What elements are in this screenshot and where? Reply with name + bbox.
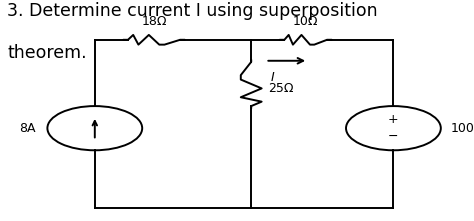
Text: 10Ω: 10Ω bbox=[293, 15, 319, 28]
Text: I: I bbox=[270, 71, 274, 84]
Text: 100V: 100V bbox=[450, 122, 474, 135]
Text: −: − bbox=[388, 130, 399, 143]
Text: 3. Determine current I using superposition: 3. Determine current I using superpositi… bbox=[7, 2, 378, 20]
Text: +: + bbox=[388, 113, 399, 126]
Text: theorem.: theorem. bbox=[7, 44, 87, 62]
Text: 8A: 8A bbox=[19, 122, 36, 135]
Text: 25Ω: 25Ω bbox=[268, 82, 293, 95]
Text: 18Ω: 18Ω bbox=[141, 15, 167, 28]
